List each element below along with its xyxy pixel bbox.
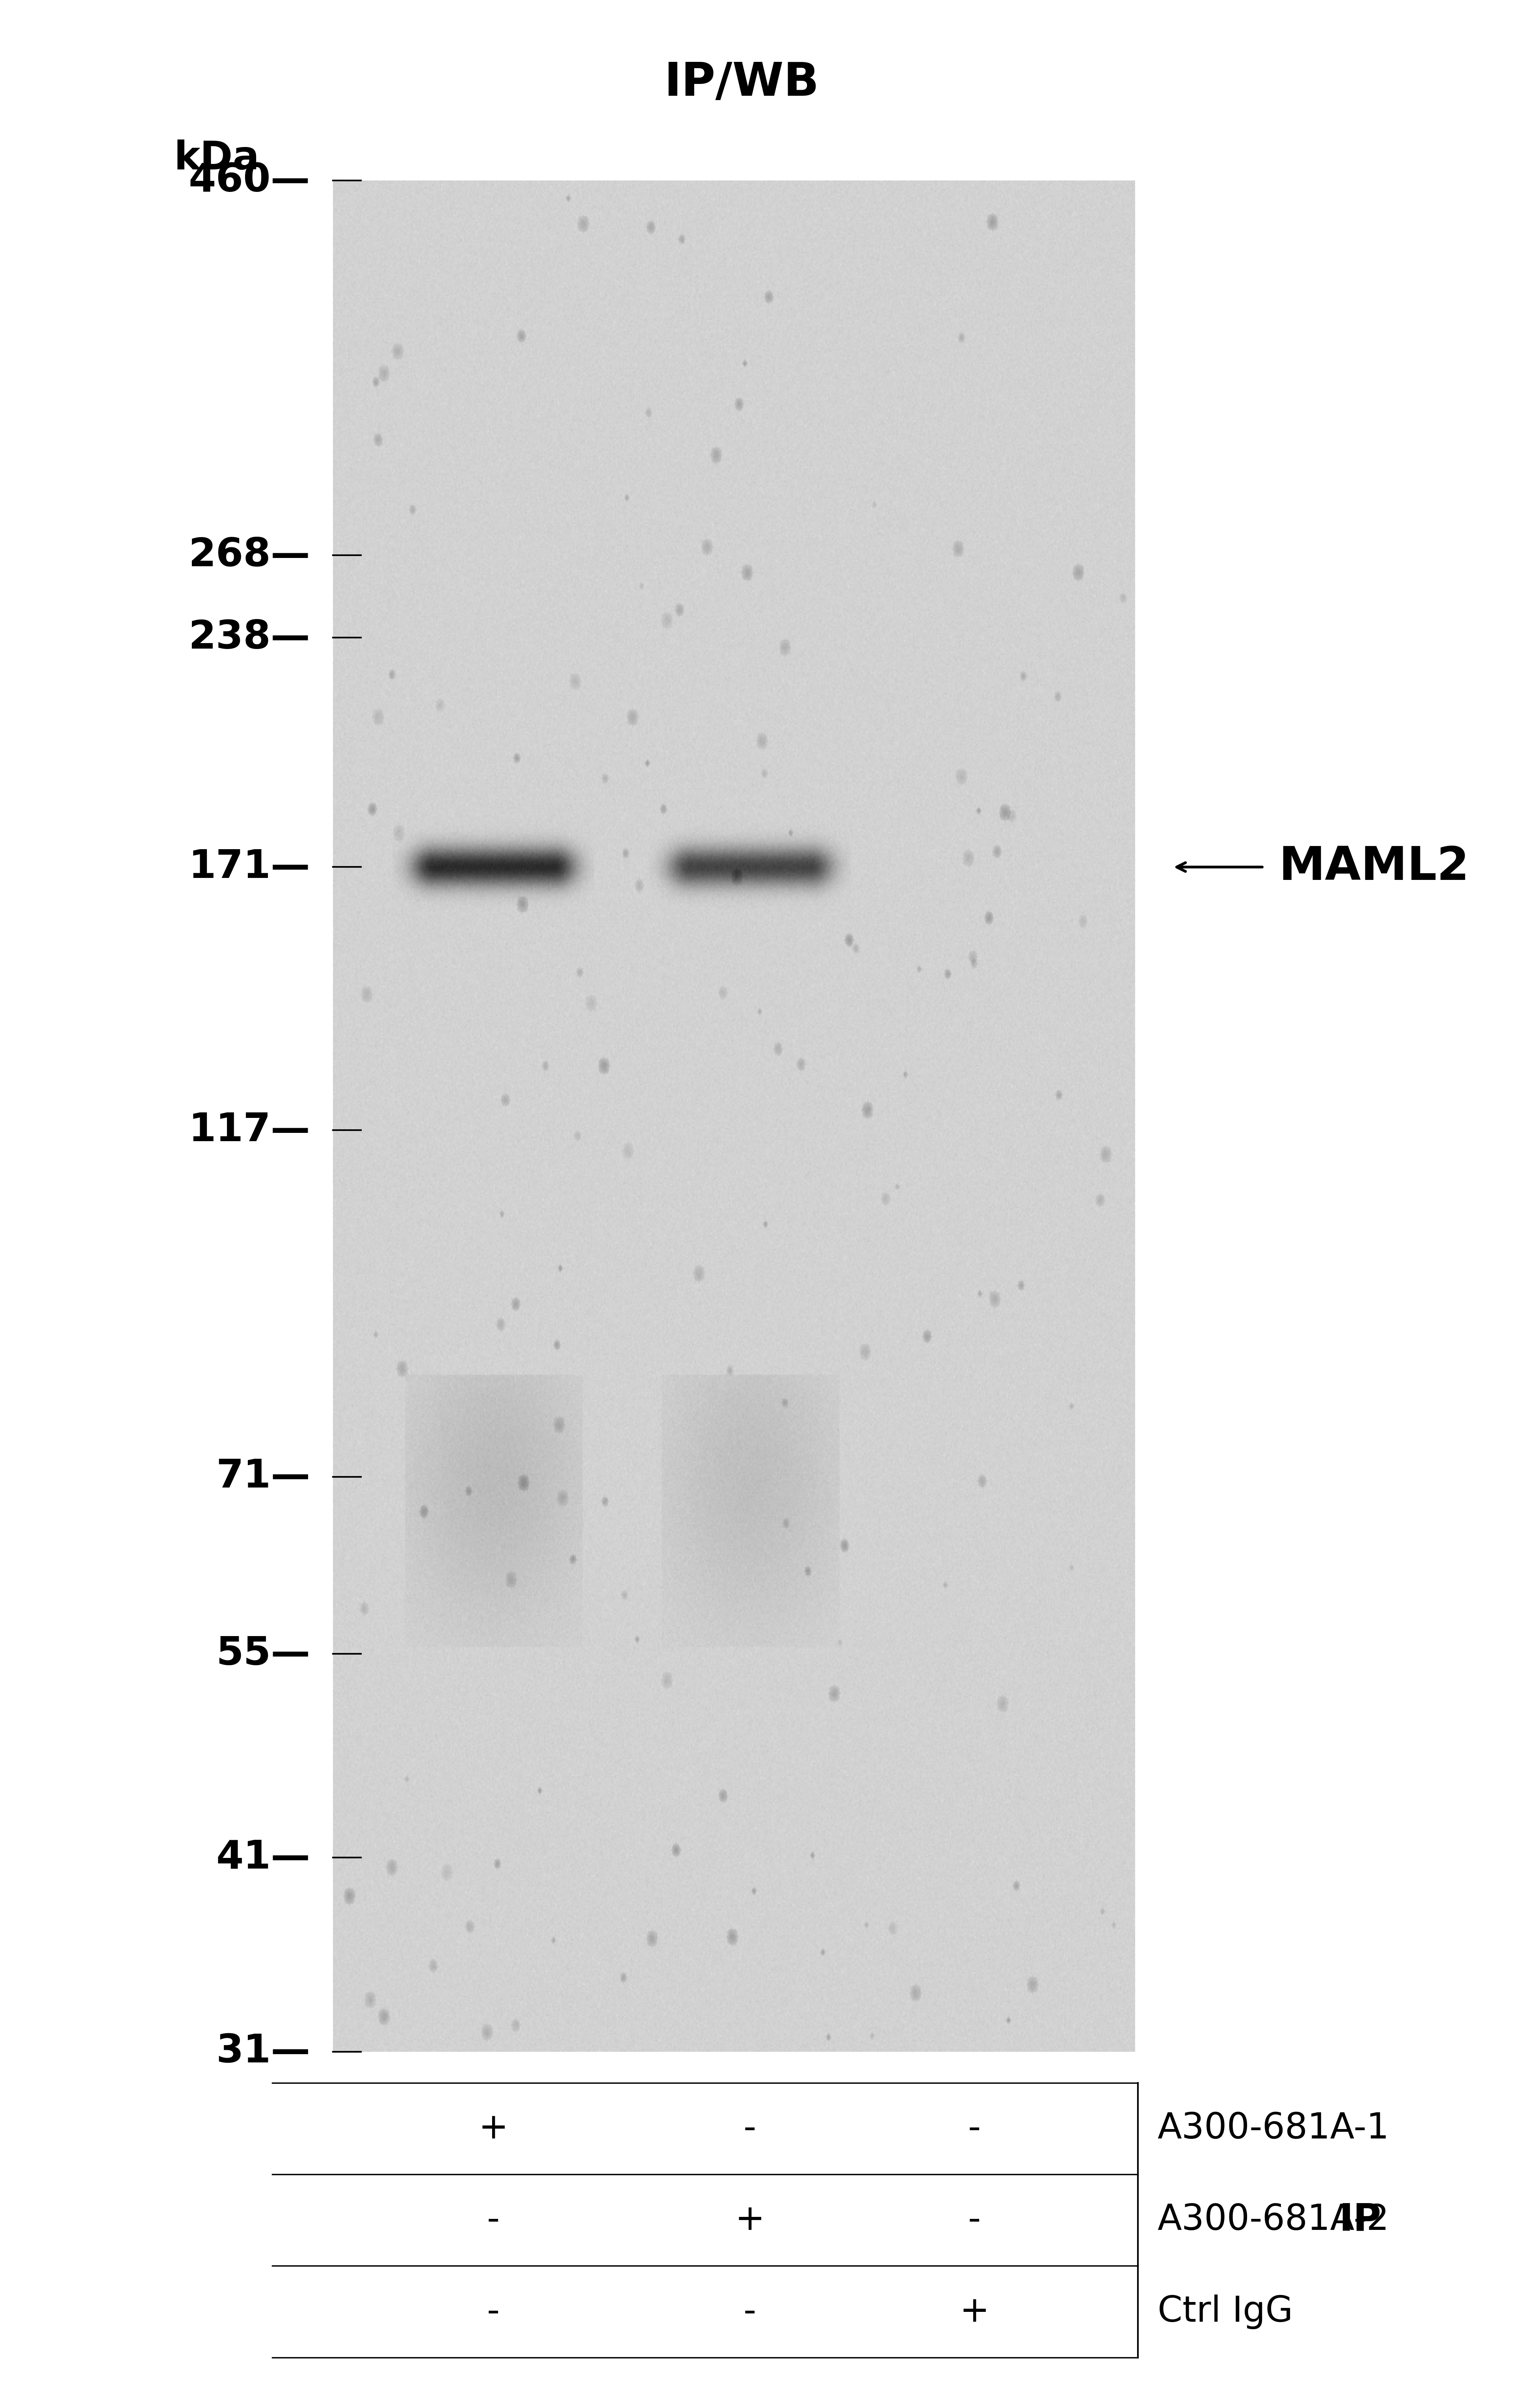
- Text: +: +: [959, 2295, 990, 2329]
- Text: -: -: [487, 2203, 499, 2237]
- Text: +: +: [735, 2203, 764, 2237]
- Text: IP/WB: IP/WB: [664, 60, 819, 106]
- Text: 55—: 55—: [216, 1635, 310, 1674]
- Text: 268—: 268—: [189, 537, 310, 576]
- Text: 460—: 460—: [189, 161, 310, 200]
- Text: 117—: 117—: [189, 1110, 310, 1149]
- Text: Ctrl IgG: Ctrl IgG: [1157, 2295, 1292, 2329]
- Text: -: -: [968, 2203, 980, 2237]
- Text: -: -: [968, 2112, 980, 2146]
- Text: 31—: 31—: [216, 2032, 310, 2071]
- Text: 71—: 71—: [216, 1457, 310, 1495]
- Text: IP: IP: [1339, 2201, 1381, 2239]
- Text: -: -: [487, 2295, 499, 2329]
- Text: MAML2: MAML2: [1278, 845, 1469, 889]
- Text: A300-681A-1: A300-681A-1: [1157, 2112, 1389, 2146]
- Text: A300-681A-2: A300-681A-2: [1157, 2203, 1389, 2237]
- Text: -: -: [743, 2112, 756, 2146]
- Text: +: +: [478, 2112, 508, 2146]
- Text: 171—: 171—: [189, 848, 310, 886]
- Text: 41—: 41—: [216, 1840, 310, 1876]
- Text: 238—: 238—: [189, 619, 310, 657]
- Text: -: -: [743, 2295, 756, 2329]
- Text: kDa: kDa: [174, 140, 260, 178]
